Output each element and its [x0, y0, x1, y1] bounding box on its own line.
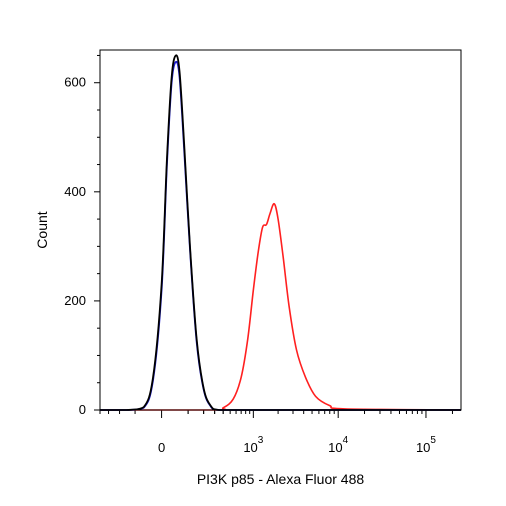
- y-tick-label: 400: [64, 184, 86, 199]
- y-tick-label: 0: [79, 402, 86, 417]
- x-tick-label-base: 10: [328, 440, 342, 455]
- x-tick-label-base: 10: [416, 440, 430, 455]
- x-axis-label: PI3K p85 - Alexa Fluor 488: [197, 471, 365, 487]
- x-tick-label: 0: [158, 440, 165, 455]
- y-axis-ticks: 0 200 400 600: [64, 54, 100, 417]
- y-axis-label: Count: [34, 211, 50, 248]
- x-tick-label-exponent: 4: [343, 435, 349, 446]
- x-tick-label-base: 0: [158, 440, 165, 455]
- plot-frame: [99, 49, 462, 411]
- series-layer: [100, 54, 462, 411]
- y-tick-label: 600: [64, 75, 86, 90]
- x-tick-label-exponent: 3: [258, 435, 264, 446]
- x-axis-ticks: 0 103 104 105: [99, 410, 453, 455]
- x-tick-label-base: 10: [243, 440, 257, 455]
- x-tick-label: 103: [243, 435, 263, 455]
- x-tick-label-exponent: 5: [430, 435, 436, 446]
- histogram-series-line: [100, 203, 462, 411]
- x-tick-label: 105: [416, 435, 436, 455]
- x-tick-label: 104: [328, 435, 348, 455]
- y-tick-label: 200: [64, 293, 86, 308]
